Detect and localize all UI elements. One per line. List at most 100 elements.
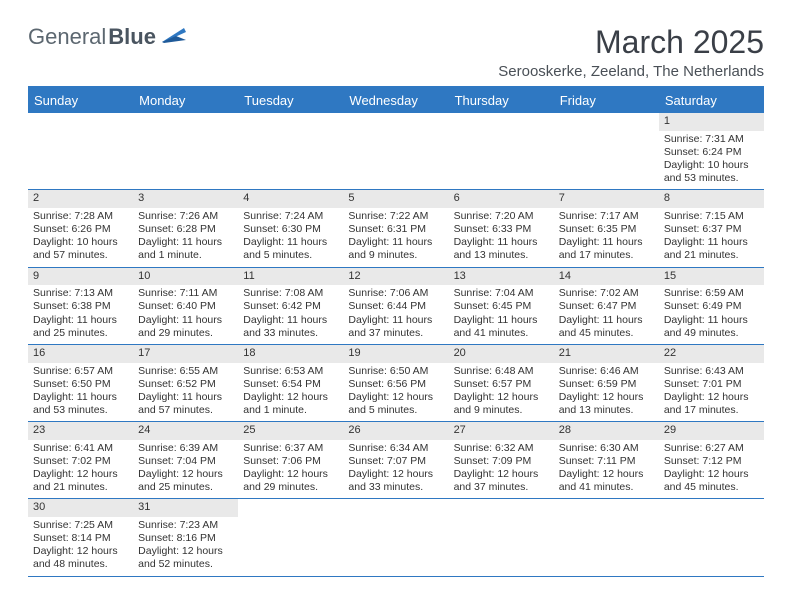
sunrise-text: Sunrise: 7:06 AM (348, 287, 443, 300)
sunrise-text: Sunrise: 6:46 AM (559, 365, 654, 378)
sunset-text: Sunset: 6:35 PM (559, 223, 654, 236)
daylight-text: Daylight: 12 hours and 52 minutes. (138, 545, 233, 571)
calendar-cell: 30 Sunrise: 7:25 AMSunset: 8:14 PMDayligh… (28, 499, 133, 576)
daylight-text: Daylight: 12 hours and 48 minutes. (33, 545, 128, 571)
sunrise-text: Sunrise: 6:43 AM (664, 365, 759, 378)
brand-text-1: General (28, 24, 106, 50)
calendar-cell (449, 113, 554, 190)
daylight-text: Daylight: 11 hours and 33 minutes. (243, 314, 338, 340)
calendar-cell: 29Sunrise: 6:27 AMSunset: 7:12 PMDayligh… (659, 422, 764, 499)
col-wednesday: Wednesday (343, 88, 448, 113)
col-sunday: Sunday (28, 88, 133, 113)
col-thursday: Thursday (449, 88, 554, 113)
sunrise-text: Sunrise: 7:23 AM (138, 519, 233, 532)
sunrise-text: Sunrise: 7:02 AM (559, 287, 654, 300)
sunset-text: Sunset: 6:56 PM (348, 378, 443, 391)
calendar-cell (659, 499, 764, 576)
sunset-text: Sunset: 7:01 PM (664, 378, 759, 391)
calendar-header-row: Sunday Monday Tuesday Wednesday Thursday… (28, 88, 764, 113)
daylight-text: Daylight: 12 hours and 41 minutes. (559, 468, 654, 494)
calendar-cell (343, 499, 448, 576)
calendar-cell: 11Sunrise: 7:08 AMSunset: 6:42 PMDayligh… (238, 267, 343, 344)
calendar-cell: 21Sunrise: 6:46 AMSunset: 6:59 PMDayligh… (554, 344, 659, 421)
calendar-week: 2Sunrise: 7:28 AMSunset: 6:26 PMDaylight… (28, 190, 764, 267)
calendar-cell: 2Sunrise: 7:28 AMSunset: 6:26 PMDaylight… (28, 190, 133, 267)
calendar-cell: 3Sunrise: 7:26 AMSunset: 6:28 PMDaylight… (133, 190, 238, 267)
sunset-text: Sunset: 7:04 PM (138, 455, 233, 468)
sunrise-text: Sunrise: 6:32 AM (454, 442, 549, 455)
sunset-text: Sunset: 6:44 PM (348, 300, 443, 313)
sunrise-text: Sunrise: 7:25 AM (33, 519, 128, 532)
calendar-week: 9Sunrise: 7:13 AMSunset: 6:38 PMDaylight… (28, 267, 764, 344)
day-number: 18 (238, 345, 343, 363)
day-number: 10 (133, 268, 238, 286)
sunrise-text: Sunrise: 7:20 AM (454, 210, 549, 223)
sunrise-text: Sunrise: 7:11 AM (138, 287, 233, 300)
day-number: 5 (343, 190, 448, 208)
day-number: 16 (28, 345, 133, 363)
sunrise-text: Sunrise: 7:28 AM (33, 210, 128, 223)
day-number: 23 (28, 422, 133, 440)
daylight-text: Daylight: 11 hours and 45 minutes. (559, 314, 654, 340)
sunset-text: Sunset: 7:07 PM (348, 455, 443, 468)
col-monday: Monday (133, 88, 238, 113)
day-number: 12 (343, 268, 448, 286)
day-number: 21 (554, 345, 659, 363)
calendar-cell: 6Sunrise: 7:20 AMSunset: 6:33 PMDaylight… (449, 190, 554, 267)
day-number: 30 (28, 499, 133, 517)
sunset-text: Sunset: 6:28 PM (138, 223, 233, 236)
header: GeneralBlue March 2025 Serooskerke, Zeel… (28, 24, 764, 80)
sunrise-text: Sunrise: 6:59 AM (664, 287, 759, 300)
calendar-cell: 23Sunrise: 6:41 AMSunset: 7:02 PMDayligh… (28, 422, 133, 499)
sunset-text: Sunset: 6:59 PM (559, 378, 654, 391)
sunrise-text: Sunrise: 6:34 AM (348, 442, 443, 455)
calendar-cell: 18Sunrise: 6:53 AMSunset: 6:54 PMDayligh… (238, 344, 343, 421)
day-number: 29 (659, 422, 764, 440)
calendar-cell: 10Sunrise: 7:11 AMSunset: 6:40 PMDayligh… (133, 267, 238, 344)
daylight-text: Daylight: 11 hours and 49 minutes. (664, 314, 759, 340)
day-number: 2 (28, 190, 133, 208)
calendar-cell (133, 113, 238, 190)
sunset-text: Sunset: 6:30 PM (243, 223, 338, 236)
brand-text-2: Blue (108, 24, 156, 50)
sunrise-text: Sunrise: 6:55 AM (138, 365, 233, 378)
day-number: 22 (659, 345, 764, 363)
day-number: 14 (554, 268, 659, 286)
day-number: 17 (133, 345, 238, 363)
daylight-text: Daylight: 12 hours and 25 minutes. (138, 468, 233, 494)
day-number: 31 (133, 499, 238, 517)
brand-logo: GeneralBlue (28, 24, 188, 50)
sunset-text: Sunset: 6:54 PM (243, 378, 338, 391)
sunset-text: Sunset: 6:24 PM (664, 146, 759, 159)
calendar-week: 30Sunrise: 7:25 AMSunset: 8:14 PMDayligh… (28, 499, 764, 576)
title-block: March 2025 Serooskerke, Zeeland, The Net… (498, 24, 764, 80)
daylight-text: Daylight: 11 hours and 29 minutes. (138, 314, 233, 340)
daylight-text: Daylight: 12 hours and 1 minute. (243, 391, 338, 417)
daylight-text: Daylight: 12 hours and 5 minutes. (348, 391, 443, 417)
col-tuesday: Tuesday (238, 88, 343, 113)
calendar-cell: 22Sunrise: 6:43 AMSunset: 7:01 PMDayligh… (659, 344, 764, 421)
sunrise-text: Sunrise: 7:15 AM (664, 210, 759, 223)
sunset-text: Sunset: 6:52 PM (138, 378, 233, 391)
daylight-text: Daylight: 12 hours and 29 minutes. (243, 468, 338, 494)
calendar-body: 1Sunrise: 7:31 AMSunset: 6:24 PMDaylight… (28, 113, 764, 576)
sunset-text: Sunset: 6:37 PM (664, 223, 759, 236)
sunset-text: Sunset: 7:11 PM (559, 455, 654, 468)
daylight-text: Daylight: 11 hours and 1 minute. (138, 236, 233, 262)
day-number: 24 (133, 422, 238, 440)
sunrise-text: Sunrise: 7:04 AM (454, 287, 549, 300)
daylight-text: Daylight: 12 hours and 45 minutes. (664, 468, 759, 494)
daylight-text: Daylight: 11 hours and 5 minutes. (243, 236, 338, 262)
calendar-cell: 20Sunrise: 6:48 AMSunset: 6:57 PMDayligh… (449, 344, 554, 421)
sunrise-text: Sunrise: 6:57 AM (33, 365, 128, 378)
sunrise-text: Sunrise: 7:17 AM (559, 210, 654, 223)
calendar-week: 1Sunrise: 7:31 AMSunset: 6:24 PMDaylight… (28, 113, 764, 190)
calendar-cell: 7Sunrise: 7:17 AMSunset: 6:35 PMDaylight… (554, 190, 659, 267)
calendar-table: Sunday Monday Tuesday Wednesday Thursday… (28, 88, 764, 577)
calendar-cell: 4Sunrise: 7:24 AMSunset: 6:30 PMDaylight… (238, 190, 343, 267)
day-number: 6 (449, 190, 554, 208)
calendar-cell: 1Sunrise: 7:31 AMSunset: 6:24 PMDaylight… (659, 113, 764, 190)
day-number: 19 (343, 345, 448, 363)
sunset-text: Sunset: 8:14 PM (33, 532, 128, 545)
day-number: 27 (449, 422, 554, 440)
